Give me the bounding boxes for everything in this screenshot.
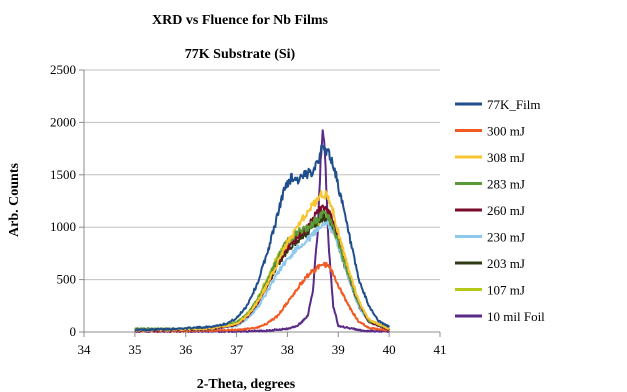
x-tick-label: 37 <box>230 342 244 357</box>
y-axis-label: Arb. Counts <box>7 162 22 236</box>
legend-entry: 308 mJ <box>487 150 525 165</box>
legend-entry: 283 mJ <box>487 177 525 192</box>
legend-entry: 300 mJ <box>487 124 525 139</box>
chart-title: XRD vs Fluence for Nb Films <box>152 13 328 28</box>
x-axis-label: 2-Theta, degrees <box>197 377 296 392</box>
series-line-77k-film <box>134 144 391 332</box>
x-tick-label: 34 <box>78 342 92 357</box>
y-tick-label: 0 <box>70 324 77 339</box>
legend-entry: 77K_Film <box>487 97 540 112</box>
x-tick-label: 40 <box>383 342 396 357</box>
y-tick-label: 2500 <box>50 62 76 77</box>
y-tick-label: 1500 <box>50 167 76 182</box>
y-tick-label: 1000 <box>50 219 76 234</box>
legend-entry: 260 mJ <box>487 203 525 218</box>
x-tick-label: 36 <box>179 342 193 357</box>
legend-entry: 107 mJ <box>487 283 525 298</box>
chart-subtitle: 77K Substrate (Si) <box>185 47 296 62</box>
legend-entry: 203 mJ <box>487 256 525 271</box>
x-tick-label: 39 <box>332 342 345 357</box>
y-tick-labels: 0 500 1000 1500 2000 2500 <box>50 62 84 339</box>
legend-entry: 10 mil Foil <box>487 309 545 324</box>
y-tick-label: 2000 <box>50 114 76 129</box>
series-line-203-mj <box>134 213 390 332</box>
grid-lines <box>84 69 440 281</box>
x-tick-label: 38 <box>281 342 294 357</box>
legend: 77K_Film 300 mJ 308 mJ 283 mJ 260 mJ 230 mJ 20… <box>455 97 545 324</box>
series-lines <box>134 129 391 333</box>
x-tick-label: 41 <box>434 342 447 357</box>
x-tick-label: 35 <box>128 342 141 357</box>
series-line-107-mj <box>134 213 390 332</box>
legend-entry: 230 mJ <box>487 230 525 245</box>
y-tick-label: 500 <box>57 272 77 287</box>
x-tick-labels: 34 35 36 37 38 39 40 41 <box>78 332 447 357</box>
